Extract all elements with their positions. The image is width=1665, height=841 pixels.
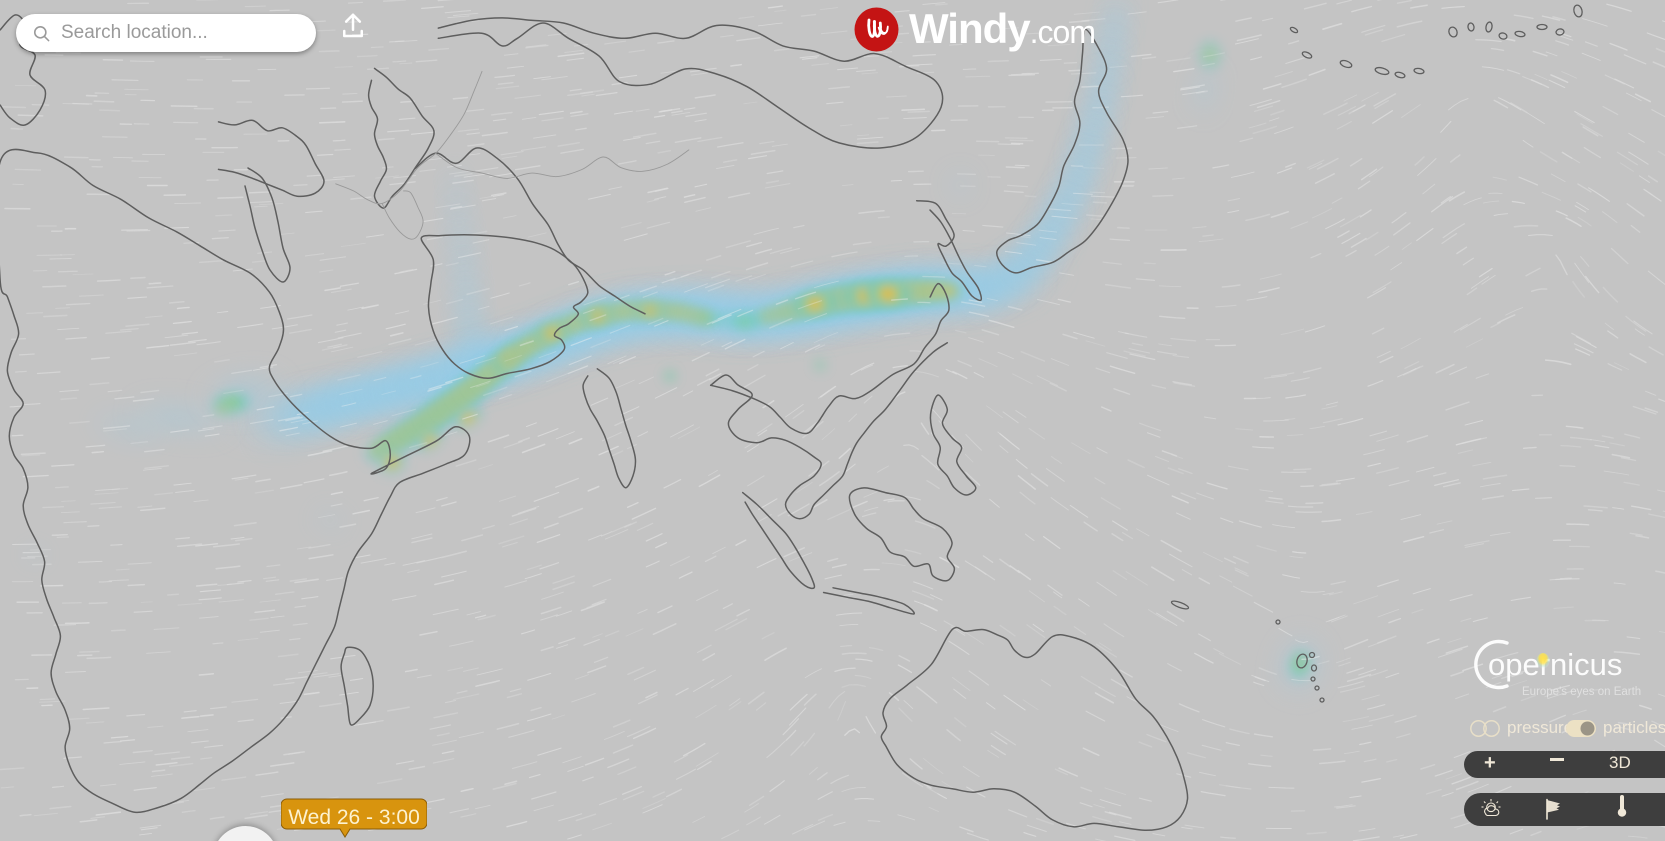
svg-text:Europe's eyes on Earth: Europe's eyes on Earth	[1522, 686, 1641, 698]
svg-text:Wed 26 - 3:00: Wed 26 - 3:00	[288, 806, 420, 829]
svg-text:opernicus: opernicus	[1488, 647, 1622, 682]
